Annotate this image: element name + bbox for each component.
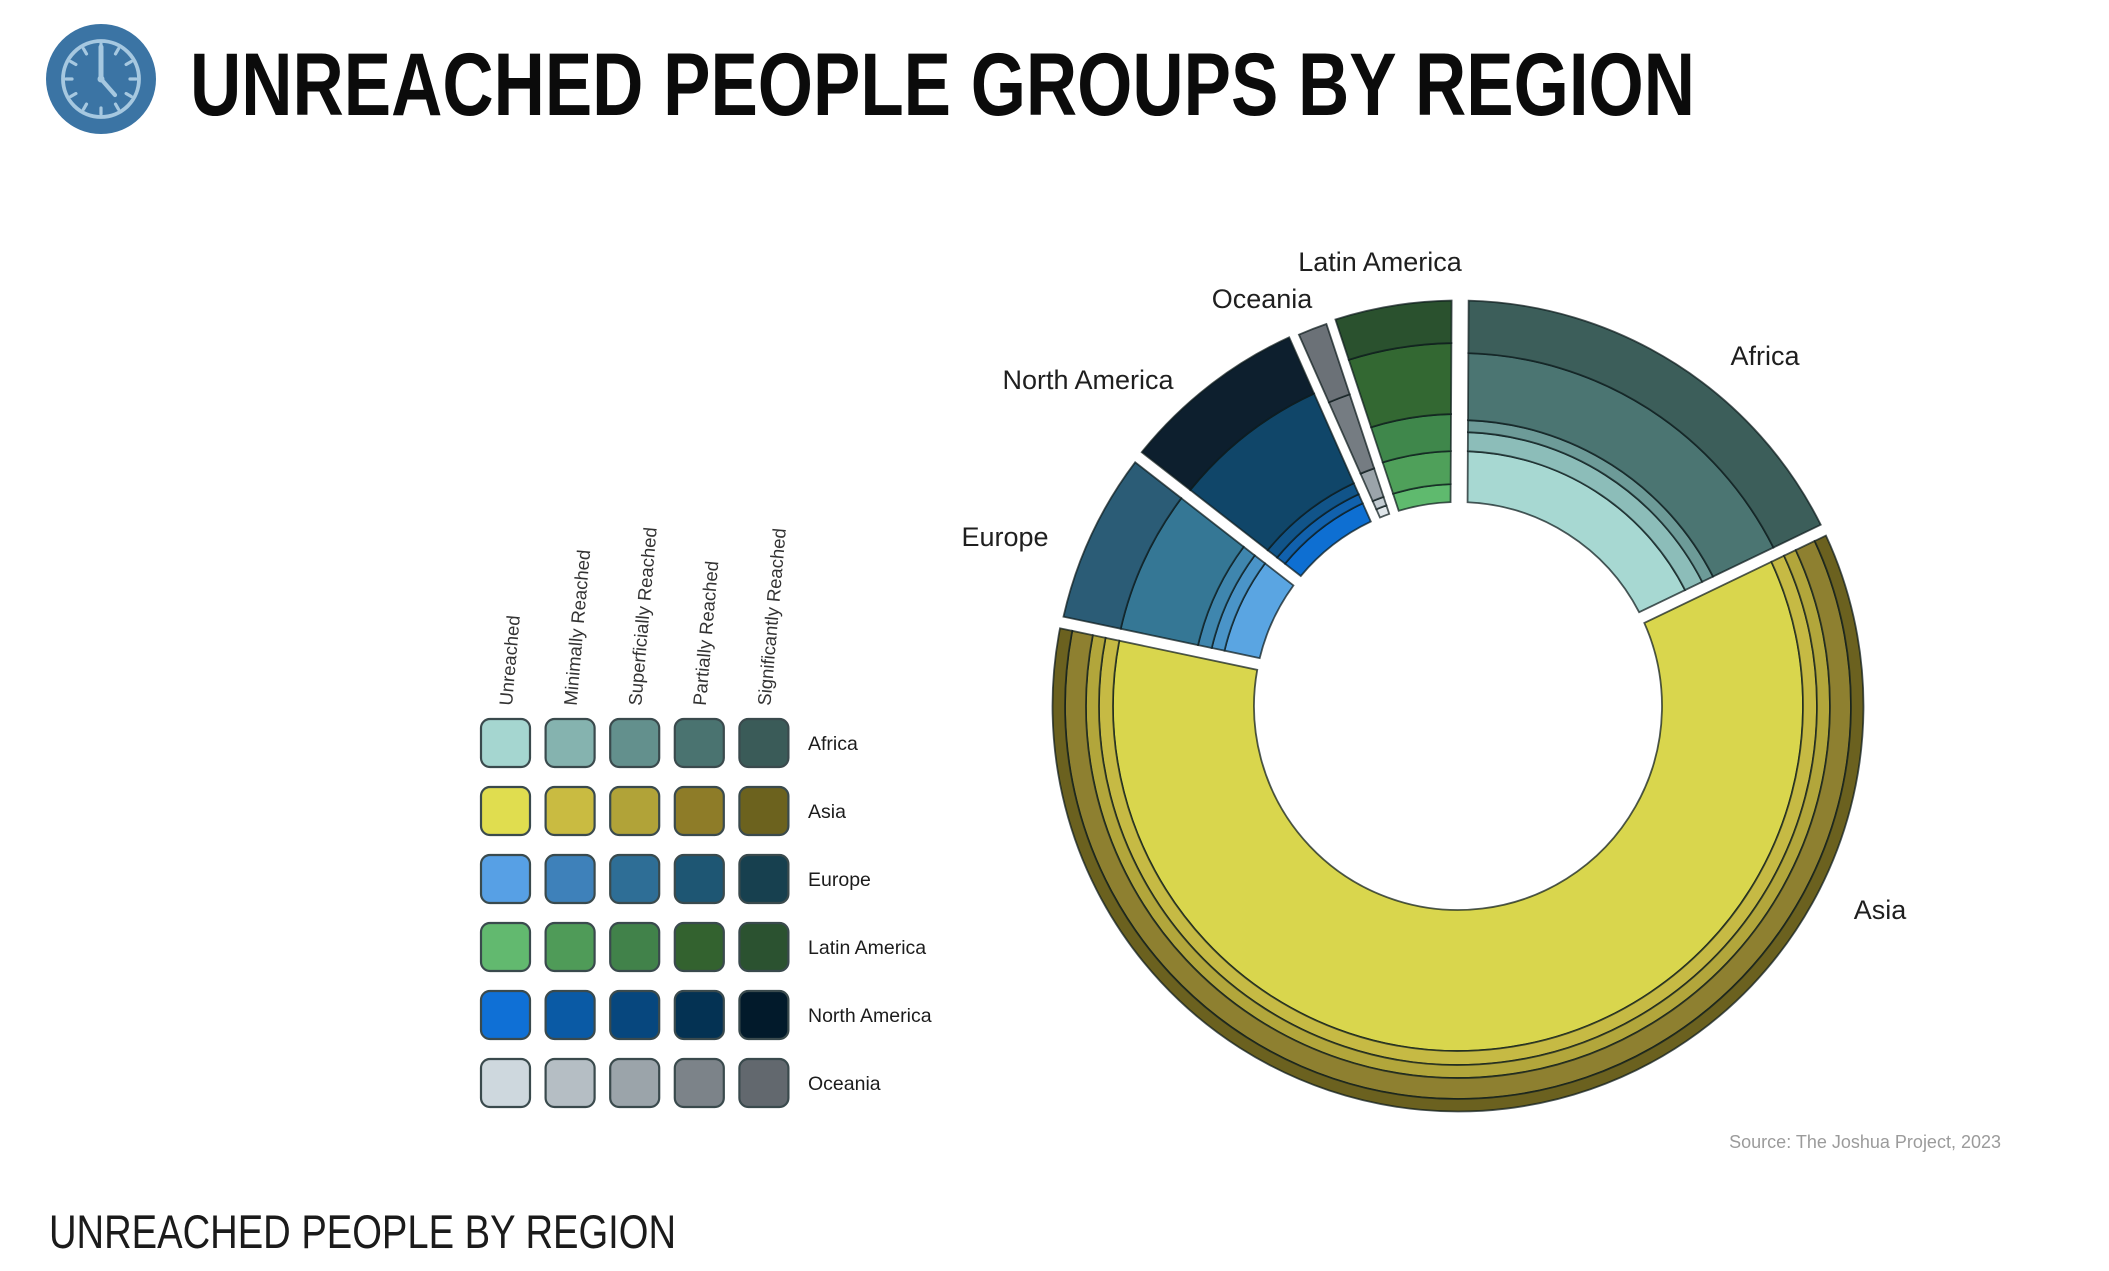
svg-text:Africa: Africa — [808, 733, 858, 755]
svg-text:Asia: Asia — [808, 801, 846, 823]
svg-text:Africa: Africa — [1730, 341, 1800, 371]
svg-text:Europe: Europe — [808, 869, 871, 891]
svg-text:Oceania: Oceania — [808, 1073, 881, 1095]
svg-text:Source: The Joshua Project, 20: Source: The Joshua Project, 2023 — [1729, 1132, 2001, 1152]
svg-text:North America: North America — [808, 1005, 932, 1027]
svg-text:Asia: Asia — [1854, 895, 1908, 925]
svg-text:Latin America: Latin America — [808, 937, 926, 959]
svg-text:Latin America: Latin America — [1298, 247, 1463, 277]
svg-text:UNREACHED PEOPLE BY REGION: UNREACHED PEOPLE BY REGION — [49, 1205, 676, 1258]
svg-text:Oceania: Oceania — [1212, 284, 1314, 314]
svg-text:UNREACHED PEOPLE GROUPS BY REG: UNREACHED PEOPLE GROUPS BY REGION — [190, 34, 1695, 134]
svg-text:North America: North America — [1002, 365, 1174, 395]
svg-text:Europe: Europe — [961, 522, 1048, 552]
